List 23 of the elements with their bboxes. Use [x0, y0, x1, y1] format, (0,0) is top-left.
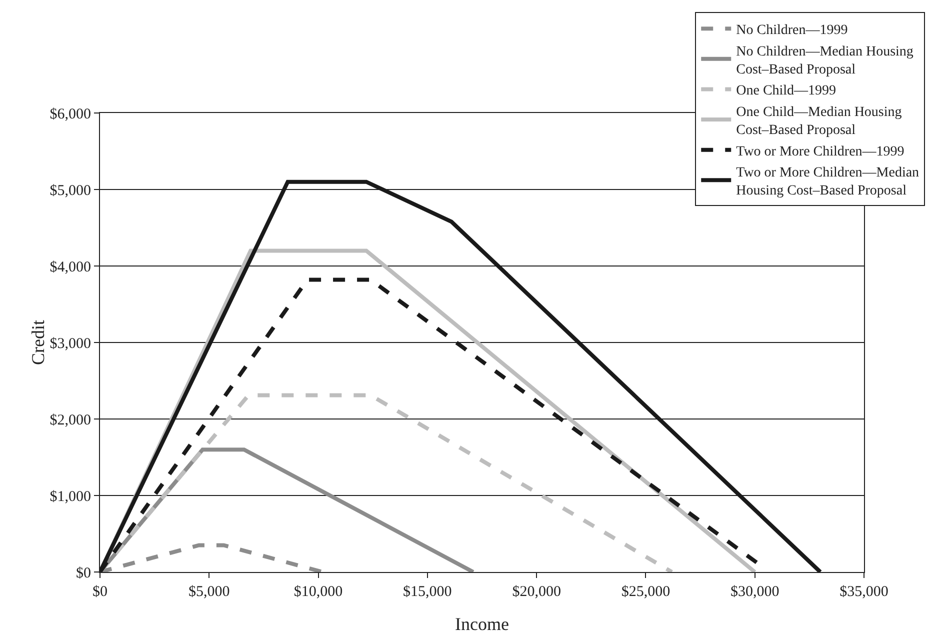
x-tick-label: $0: [92, 584, 108, 600]
x-tick-label: $25,000: [621, 584, 670, 600]
y-tick-label: $6,000: [50, 106, 91, 122]
legend-label: Two or More Children—Median Housing Cost–Based Proposal: [736, 165, 920, 199]
legend-label: One Child—1999: [736, 84, 836, 99]
x-tick-label: $10,000: [294, 584, 343, 600]
x-tick-label: $35,000: [840, 584, 888, 600]
legend-label: No Children—Median Housing Cost–Based Proposal: [736, 44, 914, 78]
legend-label: One Child—Median Housing Cost–Based Proposal: [736, 104, 902, 138]
y-tick-label: $1,000: [50, 488, 91, 505]
x-tick-label: $5,000: [188, 584, 230, 600]
y-tick-label: $3,000: [50, 336, 91, 352]
y-tick-label: $5,000: [50, 182, 91, 199]
y-tick-label: $0: [76, 565, 91, 582]
y-axis-title: Credit: [28, 320, 48, 365]
x-tick-label: $30,000: [730, 584, 780, 600]
x-tick-label: $20,000: [512, 584, 561, 600]
legend-label: Two or More Children—1999: [736, 144, 904, 160]
x-tick-label: $15,000: [403, 584, 452, 600]
y-tick-label: $2,000: [50, 412, 91, 428]
y-tick-label: $4,000: [50, 259, 91, 276]
x-axis-title: Income: [455, 614, 509, 634]
legend-label: No Children—1999: [736, 23, 848, 38]
